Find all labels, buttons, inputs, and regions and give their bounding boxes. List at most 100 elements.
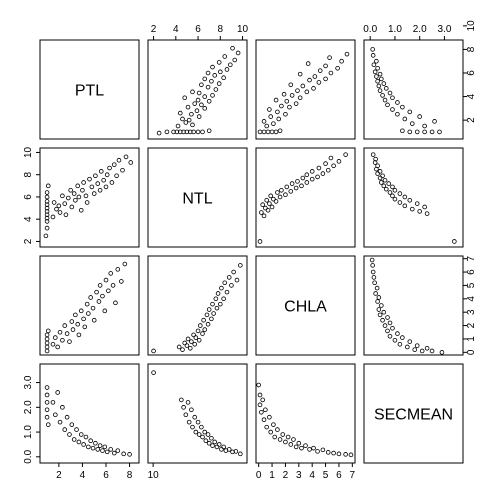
point-ptl-vs-ntl	[192, 101, 198, 106]
point-secmean-vs-ntl	[189, 407, 194, 413]
point-ntl-vs-secmean	[372, 160, 378, 165]
point-ptl-vs-ntl	[216, 60, 222, 65]
x-tick-label-ntl: 4	[173, 24, 179, 35]
point-chla-vs-secmean	[400, 335, 405, 340]
point-secmean-vs-ntl	[183, 412, 189, 418]
point-ntl-vs-ptl	[44, 202, 50, 208]
panel-frame-ntl-ntl	[147, 147, 248, 248]
point-ntl-vs-ptl	[80, 187, 85, 193]
point-ntl-vs-chla	[265, 207, 271, 213]
point-ptl-vs-secmean	[372, 69, 378, 75]
point-ptl-vs-ntl	[190, 122, 195, 128]
point-secmean-vs-chla	[256, 382, 261, 388]
point-chla-vs-secmean	[405, 344, 410, 350]
point-chla-vs-secmean	[374, 285, 380, 291]
point-chla-vs-ntl	[180, 347, 185, 352]
point-secmean-vs-chla	[267, 414, 272, 420]
point-secmean-vs-ptl	[108, 447, 114, 452]
point-ntl-vs-ptl	[50, 214, 56, 220]
point-ptl-vs-secmean	[375, 78, 380, 84]
point-ptl-vs-secmean	[432, 119, 437, 124]
point-ntl-vs-chla	[316, 165, 322, 171]
x-tick-label-chla: 0	[256, 470, 262, 481]
point-secmean-vs-ntl	[200, 434, 205, 440]
point-chla-vs-secmean	[375, 299, 380, 304]
point-ntl-vs-ptl	[78, 207, 84, 213]
point-ntl-vs-ptl	[44, 212, 50, 218]
point-chla-vs-ptl	[110, 283, 116, 288]
point-secmean-vs-ptl	[44, 400, 50, 405]
point-chla-vs-secmean	[387, 333, 393, 339]
point-ntl-vs-secmean	[392, 196, 398, 202]
point-secmean-vs-ntl	[186, 419, 192, 425]
point-chla-vs-secmean	[377, 312, 383, 318]
point-ptl-vs-secmean	[407, 129, 413, 135]
point-ntl-vs-ptl	[120, 167, 125, 173]
point-chla-vs-ptl	[119, 279, 124, 284]
x-tick-label-secmean: 1.0	[388, 24, 402, 35]
point-ptl-vs-chla	[271, 121, 276, 126]
point-secmean-vs-ptl	[67, 432, 72, 437]
point-ntl-vs-chla	[264, 197, 270, 203]
point-ptl-vs-ntl	[196, 90, 202, 96]
y-tick-label-chla: 3	[466, 309, 477, 315]
point-ntl-vs-secmean	[383, 186, 389, 192]
point-chla-vs-ptl	[82, 324, 88, 330]
point-ptl-vs-chla	[261, 129, 267, 135]
point-ptl-vs-ntl	[222, 54, 228, 59]
point-chla-vs-secmean	[439, 350, 445, 355]
point-chla-vs-ntl	[151, 348, 156, 354]
point-secmean-vs-ntl	[210, 443, 215, 448]
point-chla-vs-ntl	[205, 321, 211, 327]
point-secmean-vs-ntl	[221, 444, 226, 450]
x-tick-label-secmean: 3.0	[437, 24, 451, 35]
point-ptl-vs-chla	[269, 129, 275, 135]
point-ntl-vs-ptl	[44, 199, 50, 204]
point-chla-vs-ptl	[50, 341, 56, 347]
point-secmean-vs-ntl	[206, 440, 212, 446]
point-ptl-vs-chla	[261, 119, 267, 124]
point-ptl-vs-secmean	[380, 93, 385, 98]
point-ptl-vs-ntl	[174, 129, 180, 135]
point-chla-vs-secmean	[387, 320, 393, 326]
point-ntl-vs-chla	[325, 167, 331, 173]
point-ptl-vs-chla	[297, 95, 303, 101]
point-ntl-vs-chla	[257, 239, 263, 244]
point-ptl-vs-ntl	[189, 111, 194, 117]
point-secmean-vs-ptl	[74, 427, 79, 432]
point-ptl-vs-ntl	[195, 97, 201, 103]
point-ptl-vs-ntl	[171, 129, 176, 135]
point-chla-vs-ptl	[53, 335, 58, 340]
point-ptl-vs-chla	[300, 83, 306, 89]
point-secmean-vs-ptl	[97, 443, 103, 448]
point-ntl-vs-ptl	[44, 209, 50, 214]
point-ntl-vs-chla	[309, 169, 315, 174]
x-tick-label-chla: 4	[309, 470, 315, 481]
point-ptl-vs-chla	[289, 93, 295, 98]
x-tick-label-secmean: 2.0	[413, 24, 427, 35]
point-ntl-vs-ptl	[44, 190, 50, 195]
point-ptl-vs-ntl	[209, 78, 214, 84]
point-ntl-vs-ptl	[54, 206, 59, 212]
point-ptl-vs-secmean	[395, 111, 400, 117]
point-ntl-vs-ptl	[93, 173, 98, 179]
point-ptl-vs-ntl	[202, 106, 208, 111]
point-ntl-vs-secmean	[390, 193, 395, 199]
point-ntl-vs-secmean	[375, 163, 380, 169]
point-ntl-vs-ptl	[62, 201, 68, 206]
point-secmean-vs-ptl	[121, 451, 126, 457]
point-chla-vs-ptl	[90, 305, 96, 311]
point-chla-vs-ntl	[206, 307, 212, 312]
point-ntl-vs-secmean	[397, 191, 403, 196]
point-ptl-vs-ntl	[185, 104, 191, 110]
point-ntl-vs-chla	[260, 202, 265, 208]
point-ptl-vs-secmean	[395, 100, 400, 105]
point-ntl-vs-secmean	[377, 175, 383, 181]
point-chla-vs-secmean	[379, 303, 384, 308]
point-secmean-vs-chla	[320, 447, 326, 453]
y-tick-label-ptl: 8	[466, 46, 477, 52]
point-ntl-vs-secmean	[381, 183, 387, 189]
point-ptl-vs-chla	[339, 58, 344, 64]
point-ptl-vs-secmean	[385, 102, 390, 108]
point-ptl-vs-chla	[317, 68, 323, 73]
